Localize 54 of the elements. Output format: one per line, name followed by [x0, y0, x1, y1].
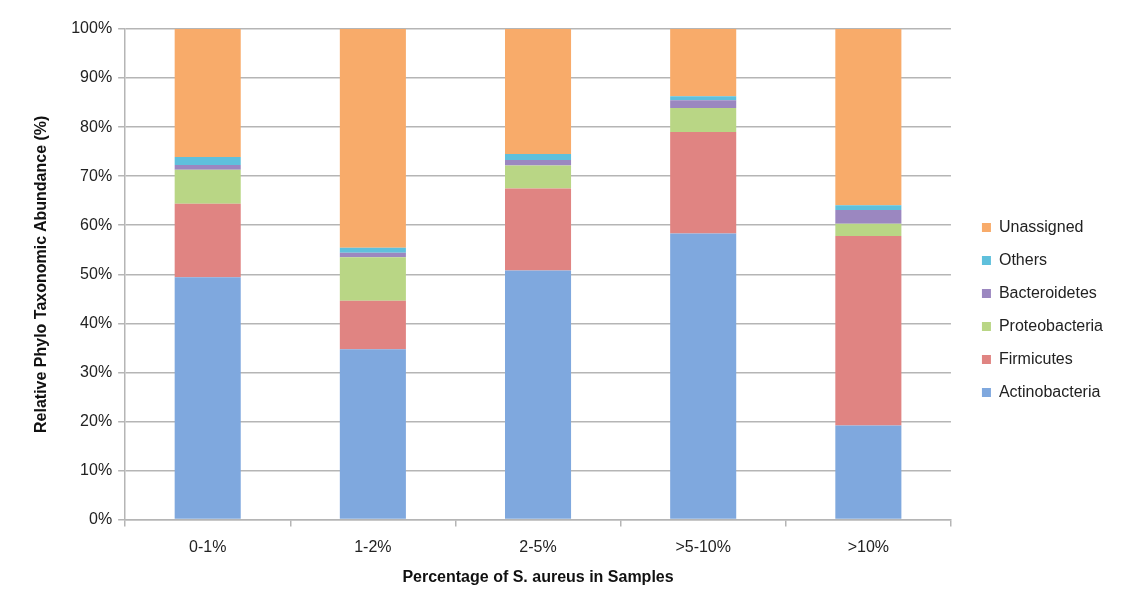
x-tick-label: 0-1% [189, 537, 227, 555]
bar [670, 100, 737, 108]
bar [505, 270, 572, 519]
bar [670, 233, 737, 519]
x-tick-label: 2-5% [519, 537, 557, 555]
legend-label: Firmicutes [998, 349, 1073, 367]
bar [339, 29, 406, 248]
bar [505, 159, 572, 166]
bar [505, 165, 572, 189]
x-tick-label: >10% [847, 537, 890, 555]
bar [339, 247, 406, 253]
bar [505, 154, 572, 160]
y-tick-label: 20% [80, 411, 113, 429]
bar [835, 236, 902, 426]
bar [174, 203, 241, 278]
bar [339, 349, 406, 519]
bar [174, 157, 241, 165]
x-axis-title: Percentage of S. aureus in Samples [402, 567, 674, 585]
y-tick-label: 60% [80, 215, 113, 233]
x-tick-label: 1-2% [354, 537, 392, 555]
bar [339, 252, 406, 258]
y-axis-title: Relative Phylo Taxonomic Abundance (%) [32, 115, 50, 433]
bar [339, 300, 406, 350]
bar [174, 277, 241, 519]
bar [835, 205, 902, 211]
y-tick-label: 30% [80, 362, 113, 380]
y-tick-label: 10% [80, 460, 113, 478]
y-tick-label: 90% [80, 68, 113, 86]
bar [174, 29, 241, 158]
bar [835, 425, 902, 519]
y-tick-label: 40% [80, 313, 113, 331]
bar [835, 210, 902, 224]
bar [505, 29, 572, 155]
bar [835, 223, 902, 237]
bar [174, 169, 241, 204]
bar [670, 96, 737, 101]
x-tick-label: >5-10% [675, 537, 731, 555]
legend-label: Unassigned [998, 217, 1084, 235]
legend-label: Actinobacteria [998, 382, 1101, 400]
bar [835, 29, 902, 206]
bar [670, 107, 737, 133]
legend-label: Bacteroidetes [998, 283, 1097, 301]
y-tick-label: 100% [71, 19, 113, 37]
y-tick-label: 70% [80, 166, 113, 184]
y-tick-label: 0% [89, 510, 113, 528]
bar [339, 257, 406, 301]
y-tick-label: 50% [80, 264, 113, 282]
legend-label: Proteobacteria [998, 316, 1104, 334]
bar [670, 29, 737, 97]
bar [505, 188, 572, 271]
bar [174, 164, 241, 170]
y-tick-label: 80% [80, 117, 113, 135]
legend-label: Others [998, 250, 1047, 268]
bar [670, 132, 737, 234]
